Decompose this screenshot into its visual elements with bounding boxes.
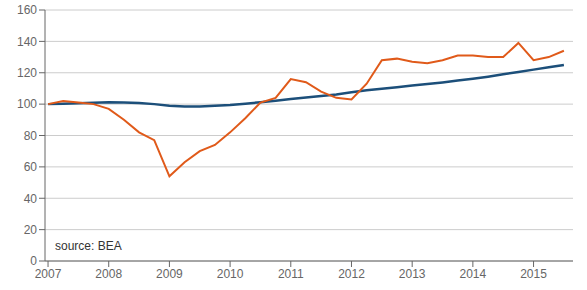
svg-text:140: 140 <box>17 35 37 49</box>
html-text:source: BEA: source: BEA <box>55 239 122 253</box>
svg-text:100: 100 <box>17 97 37 111</box>
svg-text:2011: 2011 <box>278 267 304 281</box>
svg-text:2007: 2007 <box>35 267 62 281</box>
svg-text:2008: 2008 <box>95 267 122 281</box>
svg-text:2014: 2014 <box>460 267 487 281</box>
svg-text:2010: 2010 <box>217 267 244 281</box>
svg-text:160: 160 <box>17 3 37 17</box>
svg-text:2013: 2013 <box>399 267 426 281</box>
svg-text:20: 20 <box>24 223 38 237</box>
svg-text:2009: 2009 <box>156 267 183 281</box>
svg-text:2012: 2012 <box>338 267 365 281</box>
svg-text:0: 0 <box>30 254 37 268</box>
svg-text:120: 120 <box>17 66 37 80</box>
svg-text:80: 80 <box>24 129 38 143</box>
svg-text:2015: 2015 <box>520 267 547 281</box>
svg-text:40: 40 <box>24 192 38 206</box>
svg-text:60: 60 <box>24 160 38 174</box>
